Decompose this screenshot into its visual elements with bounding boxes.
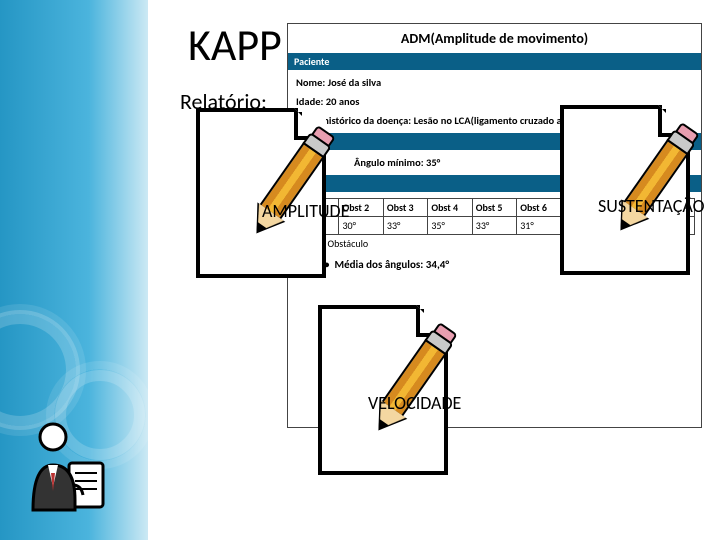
businessman-icon [25,415,115,525]
label-velocidade: VELOCIDADE [368,392,461,414]
paciente-nome: Nome: José da silva [296,76,693,89]
app-title: KAPP [188,18,282,72]
subtitle-relatorio: Relatório: [180,88,267,115]
col-h: Obst 4 [428,199,472,217]
label-sustentacao: SUSTENTAÇÃO [598,195,705,217]
cell: 35° [428,217,472,235]
cell: 33° [383,217,427,235]
label-amplitude: AMPLITUDE [262,200,349,222]
col-h: Obst 3 [383,199,427,217]
cell: 31° [517,217,561,235]
col-h: Obst 5 [472,199,516,217]
section-paciente: Paciente [288,53,701,70]
report-heading: ADM(Amplitude de movimento) [294,30,695,47]
col-h: Obst 6 [517,199,561,217]
cell: 33° [472,217,516,235]
media-text: Média dos ângulos: 34,4° [334,258,449,271]
